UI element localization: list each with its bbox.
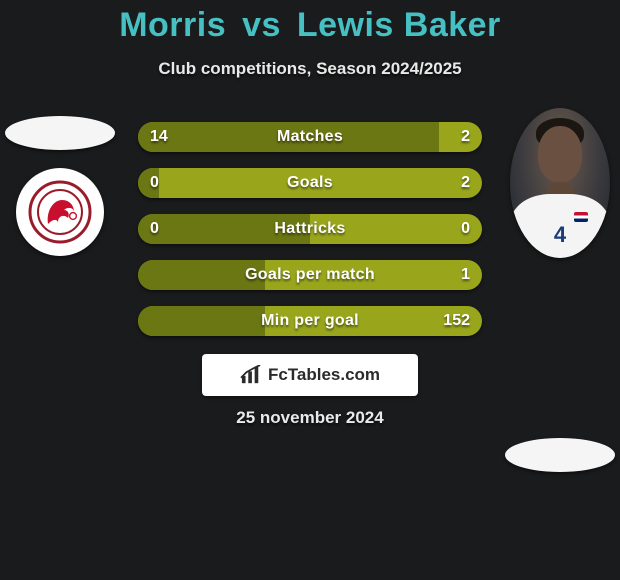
player2-shirt-number: 4 — [554, 222, 566, 248]
stat-label: Matches — [138, 122, 482, 152]
brand-box: FcTables.com — [202, 354, 418, 396]
page-title: Morris vs Lewis Baker — [0, 0, 620, 45]
player1-form-pill — [5, 116, 115, 150]
stat-left-value: 0 — [150, 168, 159, 198]
date-label: 25 november 2024 — [0, 408, 620, 428]
stat-left-value: 0 — [150, 214, 159, 244]
bar-chart-icon — [240, 365, 262, 385]
stat-right-value: 1 — [461, 260, 470, 290]
player1-club-crest — [16, 168, 104, 256]
stat-right-value: 2 — [461, 122, 470, 152]
stat-bar: Goals0 2 — [138, 168, 482, 198]
stat-label: Goals — [138, 168, 482, 198]
stat-label: Goals per match — [138, 260, 482, 290]
stat-bar: Matches14 2 — [138, 122, 482, 152]
stat-bar: Hattricks0 0 — [138, 214, 482, 244]
stat-right-value: 0 — [461, 214, 470, 244]
left-column — [0, 108, 120, 256]
stat-left-value: 14 — [150, 122, 168, 152]
stat-label: Hattricks — [138, 214, 482, 244]
england-flag-icon — [574, 212, 588, 222]
stat-bar: Min per goal152 — [138, 306, 482, 336]
comparison-card: Morris vs Lewis Baker Club competitions,… — [0, 0, 620, 580]
player1-name: Morris — [119, 6, 226, 44]
stat-right-value: 152 — [443, 306, 470, 336]
subtitle: Club competitions, Season 2024/2025 — [0, 59, 620, 79]
brand-text: FcTables.com — [268, 365, 380, 385]
stat-bars: Matches142Goals02Hattricks00Goals per ma… — [138, 122, 482, 352]
middlesbrough-crest-icon — [28, 180, 92, 244]
player2-name: Lewis Baker — [297, 6, 501, 44]
player2-form-pill — [505, 438, 615, 472]
stat-bar: Goals per match1 — [138, 260, 482, 290]
player2-photo: 4 — [510, 108, 610, 258]
stat-right-value: 2 — [461, 168, 470, 198]
vs-label: vs — [242, 6, 281, 44]
stat-label: Min per goal — [138, 306, 482, 336]
